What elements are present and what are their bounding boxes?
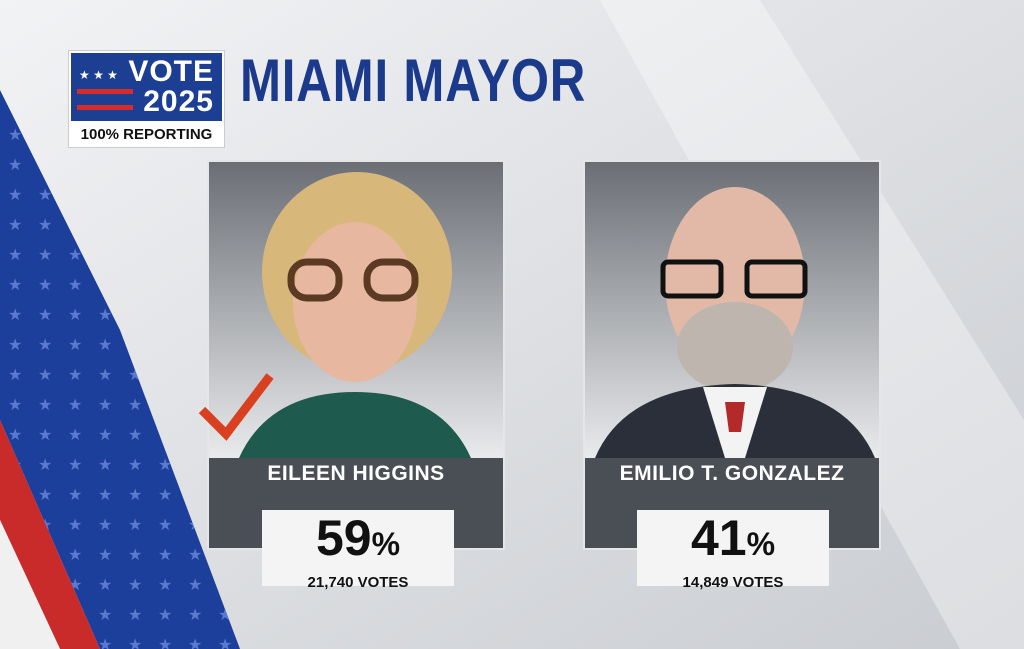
candidate-name: EILEEN HIGGINS bbox=[267, 462, 445, 485]
title: MIAMI MAYOR bbox=[240, 47, 587, 114]
percent: 41 bbox=[690, 510, 747, 566]
candidate-photo bbox=[585, 162, 879, 458]
badge-panel: ★ ★ ★ VOTE 2025 bbox=[71, 53, 222, 121]
candidate-photo bbox=[209, 162, 503, 458]
badge-line2: 2025 bbox=[143, 85, 214, 118]
result-box: 59% 21,740 VOTES bbox=[262, 510, 454, 591]
candidate-name: EMILIO T. GONZALEZ bbox=[619, 462, 845, 485]
badge-stripes: ★ ★ ★ bbox=[77, 68, 133, 110]
candidate-card: EILEEN HIGGINS bbox=[207, 160, 505, 550]
candidate-card: EMILIO T. GONZALEZ bbox=[583, 160, 881, 550]
vote-badge: ★ ★ ★ VOTE 2025 100% REPORTING bbox=[68, 50, 225, 148]
result-box: 41% 14,849 VOTES bbox=[637, 510, 829, 591]
percent-unit: % bbox=[371, 526, 401, 562]
svg-text:★ ★ ★: ★ ★ ★ bbox=[79, 68, 118, 82]
badge-line1: VOTE bbox=[128, 55, 214, 88]
percent-unit: % bbox=[746, 526, 776, 562]
percent: 59 bbox=[315, 510, 372, 566]
reporting: 100% REPORTING bbox=[80, 126, 213, 143]
votes: 21,740 VOTES bbox=[307, 574, 409, 591]
votes: 14,849 VOTES bbox=[682, 574, 784, 591]
winner-check bbox=[198, 373, 274, 441]
